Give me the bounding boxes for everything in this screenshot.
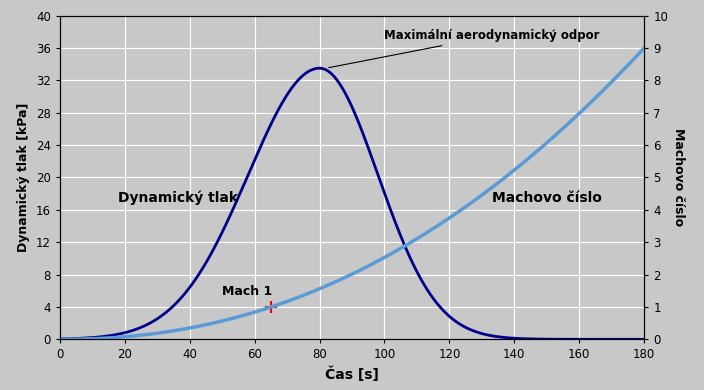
Y-axis label: Dynamický tlak [kPa]: Dynamický tlak [kPa] xyxy=(18,103,30,252)
Text: Machovo číslo: Machovo číslo xyxy=(491,191,601,205)
Text: Dynamický tlak: Dynamický tlak xyxy=(118,190,238,205)
X-axis label: Čas [s]: Čas [s] xyxy=(325,367,379,382)
Text: Maximální aerodynamický odpor: Maximální aerodynamický odpor xyxy=(329,29,600,68)
Text: Mach 1: Mach 1 xyxy=(222,285,272,298)
Y-axis label: Machovo číslo: Machovo číslo xyxy=(672,128,685,227)
